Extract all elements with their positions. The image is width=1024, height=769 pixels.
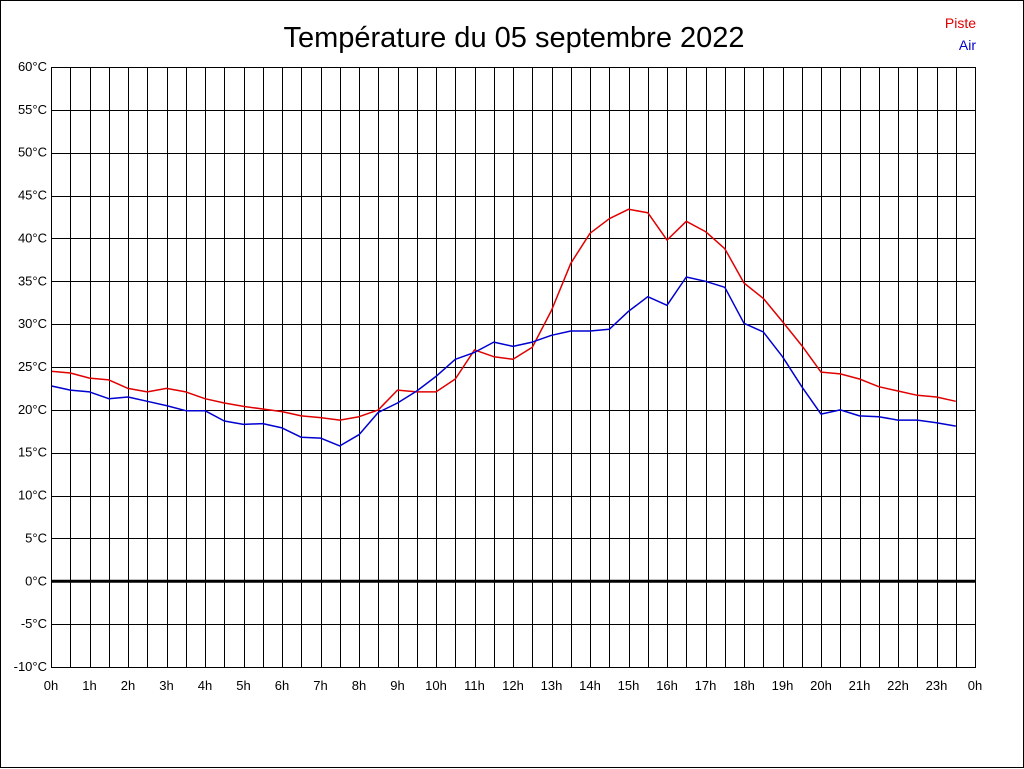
y-tick-label: 25°C xyxy=(18,359,47,374)
x-tick-label: 15h xyxy=(618,678,640,693)
x-tick-label: 8h xyxy=(352,678,366,693)
x-tick-label: 2h xyxy=(121,678,135,693)
x-tick-label: 13h xyxy=(541,678,563,693)
legend-entry-piste: Piste xyxy=(945,15,976,31)
y-tick-labels: -10°C -5°C 0°C 5°C 10°C 15°C 20°C 25°C 30°C 35°C 4… xyxy=(14,59,47,674)
y-tick-label: 15°C xyxy=(18,445,47,460)
y-tick-label: -10°C xyxy=(14,659,47,674)
x-tick-label: 14h xyxy=(579,678,601,693)
x-tick-label: 0h xyxy=(44,678,58,693)
y-tick-label: 50°C xyxy=(18,145,47,160)
y-tick-label: -5°C xyxy=(21,616,47,631)
x-tick-label: 11h xyxy=(464,678,485,693)
x-tick-label: 21h xyxy=(849,678,871,693)
x-tick-label: 17h xyxy=(695,678,717,693)
x-tick-labels: 0h 1h 2h 3h 4h 5h 6h 7h 8h 9h 10h 11h 12h 13h 14h 15h 16… xyxy=(44,678,982,693)
series-line-air xyxy=(50,276,956,447)
x-tick-label: 1h xyxy=(82,678,96,693)
y-tick-label: 30°C xyxy=(18,316,47,331)
y-tick-label: 45°C xyxy=(18,188,47,203)
y-tick-label: 20°C xyxy=(18,402,47,417)
chart-title: Température du 05 septembre 2022 xyxy=(283,22,744,54)
x-tick-label: 6h xyxy=(275,678,289,693)
series-group xyxy=(50,208,956,447)
x-tick-label: 12h xyxy=(502,678,524,693)
plot-frame xyxy=(51,67,976,668)
x-tick-label: 16h xyxy=(656,678,678,693)
y-tick-label: 60°C xyxy=(18,59,47,74)
x-tick-label: 7h xyxy=(313,678,327,693)
x-tick-label: 0h xyxy=(968,678,982,693)
y-tick-label: 10°C xyxy=(18,488,47,503)
y-tick-label: 5°C xyxy=(25,530,47,545)
grid xyxy=(51,67,976,668)
x-tick-label: 23h xyxy=(926,678,948,693)
x-tick-label: 18h xyxy=(733,678,755,693)
y-tick-label: 0°C xyxy=(25,573,47,588)
x-tick-label: 22h xyxy=(887,678,909,693)
y-tick-label: 35°C xyxy=(18,273,47,288)
x-tick-label: 3h xyxy=(159,678,173,693)
series-line-piste xyxy=(50,208,956,421)
x-tick-label: 19h xyxy=(772,678,794,693)
x-tick-label: 20h xyxy=(810,678,832,693)
x-tick-label: 5h xyxy=(236,678,250,693)
y-tick-label: 40°C xyxy=(18,230,47,245)
legend: Piste Air xyxy=(945,15,976,53)
legend-entry-air: Air xyxy=(959,37,976,53)
x-tick-label: 10h xyxy=(425,678,447,693)
x-tick-label: 4h xyxy=(198,678,212,693)
x-tick-label: 9h xyxy=(390,678,404,693)
y-tick-label: 55°C xyxy=(18,102,47,117)
